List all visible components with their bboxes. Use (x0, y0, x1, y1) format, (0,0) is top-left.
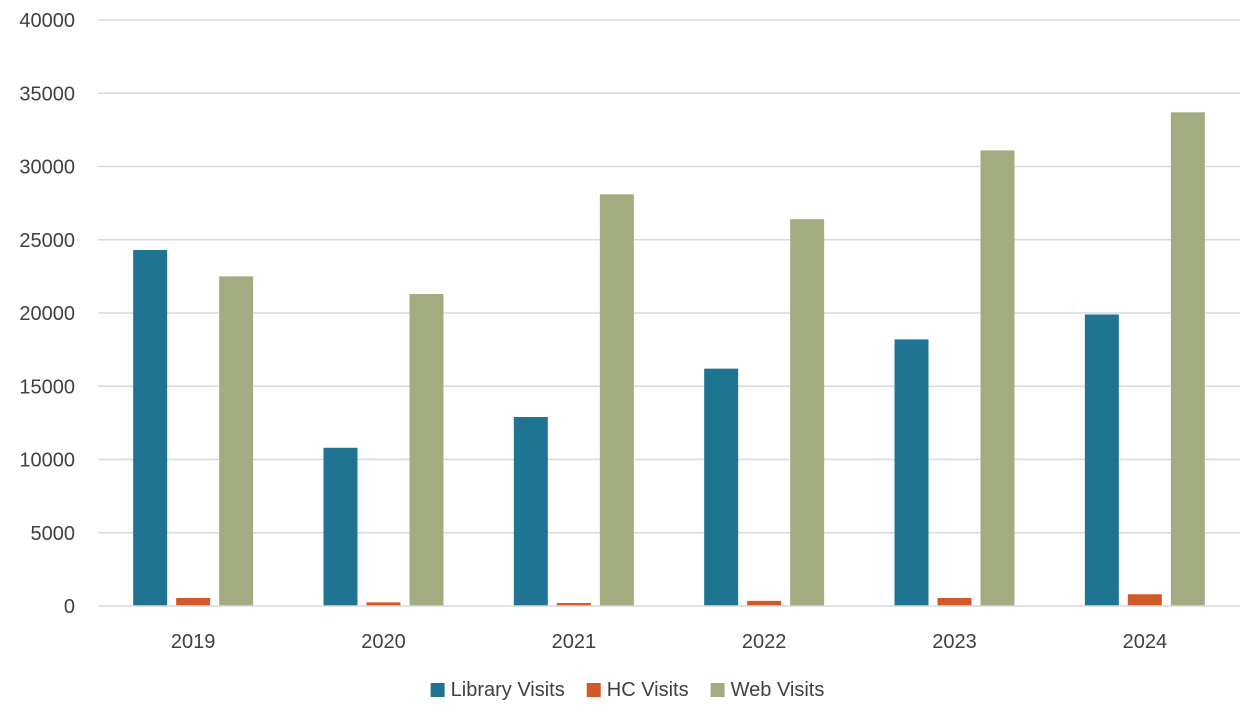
y-tick-label: 40000 (19, 10, 75, 32)
legend-label: HC Visits (607, 679, 689, 701)
y-tick-label: 20000 (19, 303, 75, 325)
legend-swatch (430, 683, 445, 697)
x-tick-label: 2022 (742, 631, 787, 653)
y-axis-tick-labels: 0 5000 10000 15000 20000 25000 30000 35000 40000 (19, 10, 75, 618)
bar-web-visits-2020 (409, 293, 444, 606)
bar-web-visits-2019 (219, 276, 254, 606)
bar-library-visits-2021 (513, 417, 548, 606)
bar-web-visits-2024 (1170, 112, 1205, 607)
bar-web-visits-2022 (790, 219, 825, 607)
legend-item-web-visits: Web Visits (710, 679, 825, 701)
y-tick-label: 0 (64, 596, 75, 618)
bar-hc-visits-2024 (1127, 594, 1162, 606)
y-tick-label: 25000 (19, 230, 75, 252)
x-tick-label: 2024 (1123, 631, 1168, 653)
x-tick-label: 2023 (932, 631, 977, 653)
y-tick-label: 10000 (19, 450, 75, 472)
y-tick-label: 30000 (19, 157, 75, 179)
x-tick-label: 2019 (171, 631, 216, 653)
bar-web-visits-2021 (599, 194, 634, 606)
bar-library-visits-2022 (704, 368, 739, 606)
legend-label: Library Visits (451, 679, 565, 701)
legend-item-library-visits: Library Visits (430, 679, 565, 701)
legend: Library Visits HC Visits Web Visits (430, 679, 825, 701)
bar-library-visits-2023 (894, 339, 929, 606)
x-axis-tick-labels: 2019 2020 2021 2022 2023 2024 (171, 631, 1167, 653)
legend-swatch (586, 683, 601, 697)
legend-swatch (710, 683, 725, 697)
legend-label: Web Visits (731, 679, 825, 701)
gridlines (98, 19, 1240, 534)
bar-library-visits-2024 (1084, 314, 1119, 606)
x-tick-label: 2021 (552, 631, 597, 653)
y-tick-label: 5000 (31, 523, 76, 545)
y-tick-label: 15000 (19, 376, 75, 398)
bar-hc-visits-2019 (176, 597, 211, 606)
x-tick-label: 2020 (361, 631, 406, 653)
legend-item-hc-visits: HC Visits (586, 679, 689, 701)
bar-web-visits-2023 (980, 150, 1015, 606)
y-tick-label: 35000 (19, 83, 75, 105)
bar-hc-visits-2021 (556, 603, 591, 606)
bars (133, 112, 1205, 607)
bar-library-visits-2020 (323, 447, 358, 606)
bar-hc-visits-2022 (747, 600, 782, 606)
bar-library-visits-2019 (133, 250, 168, 606)
bar-hc-visits-2023 (937, 597, 972, 606)
bar-hc-visits-2020 (366, 602, 401, 606)
